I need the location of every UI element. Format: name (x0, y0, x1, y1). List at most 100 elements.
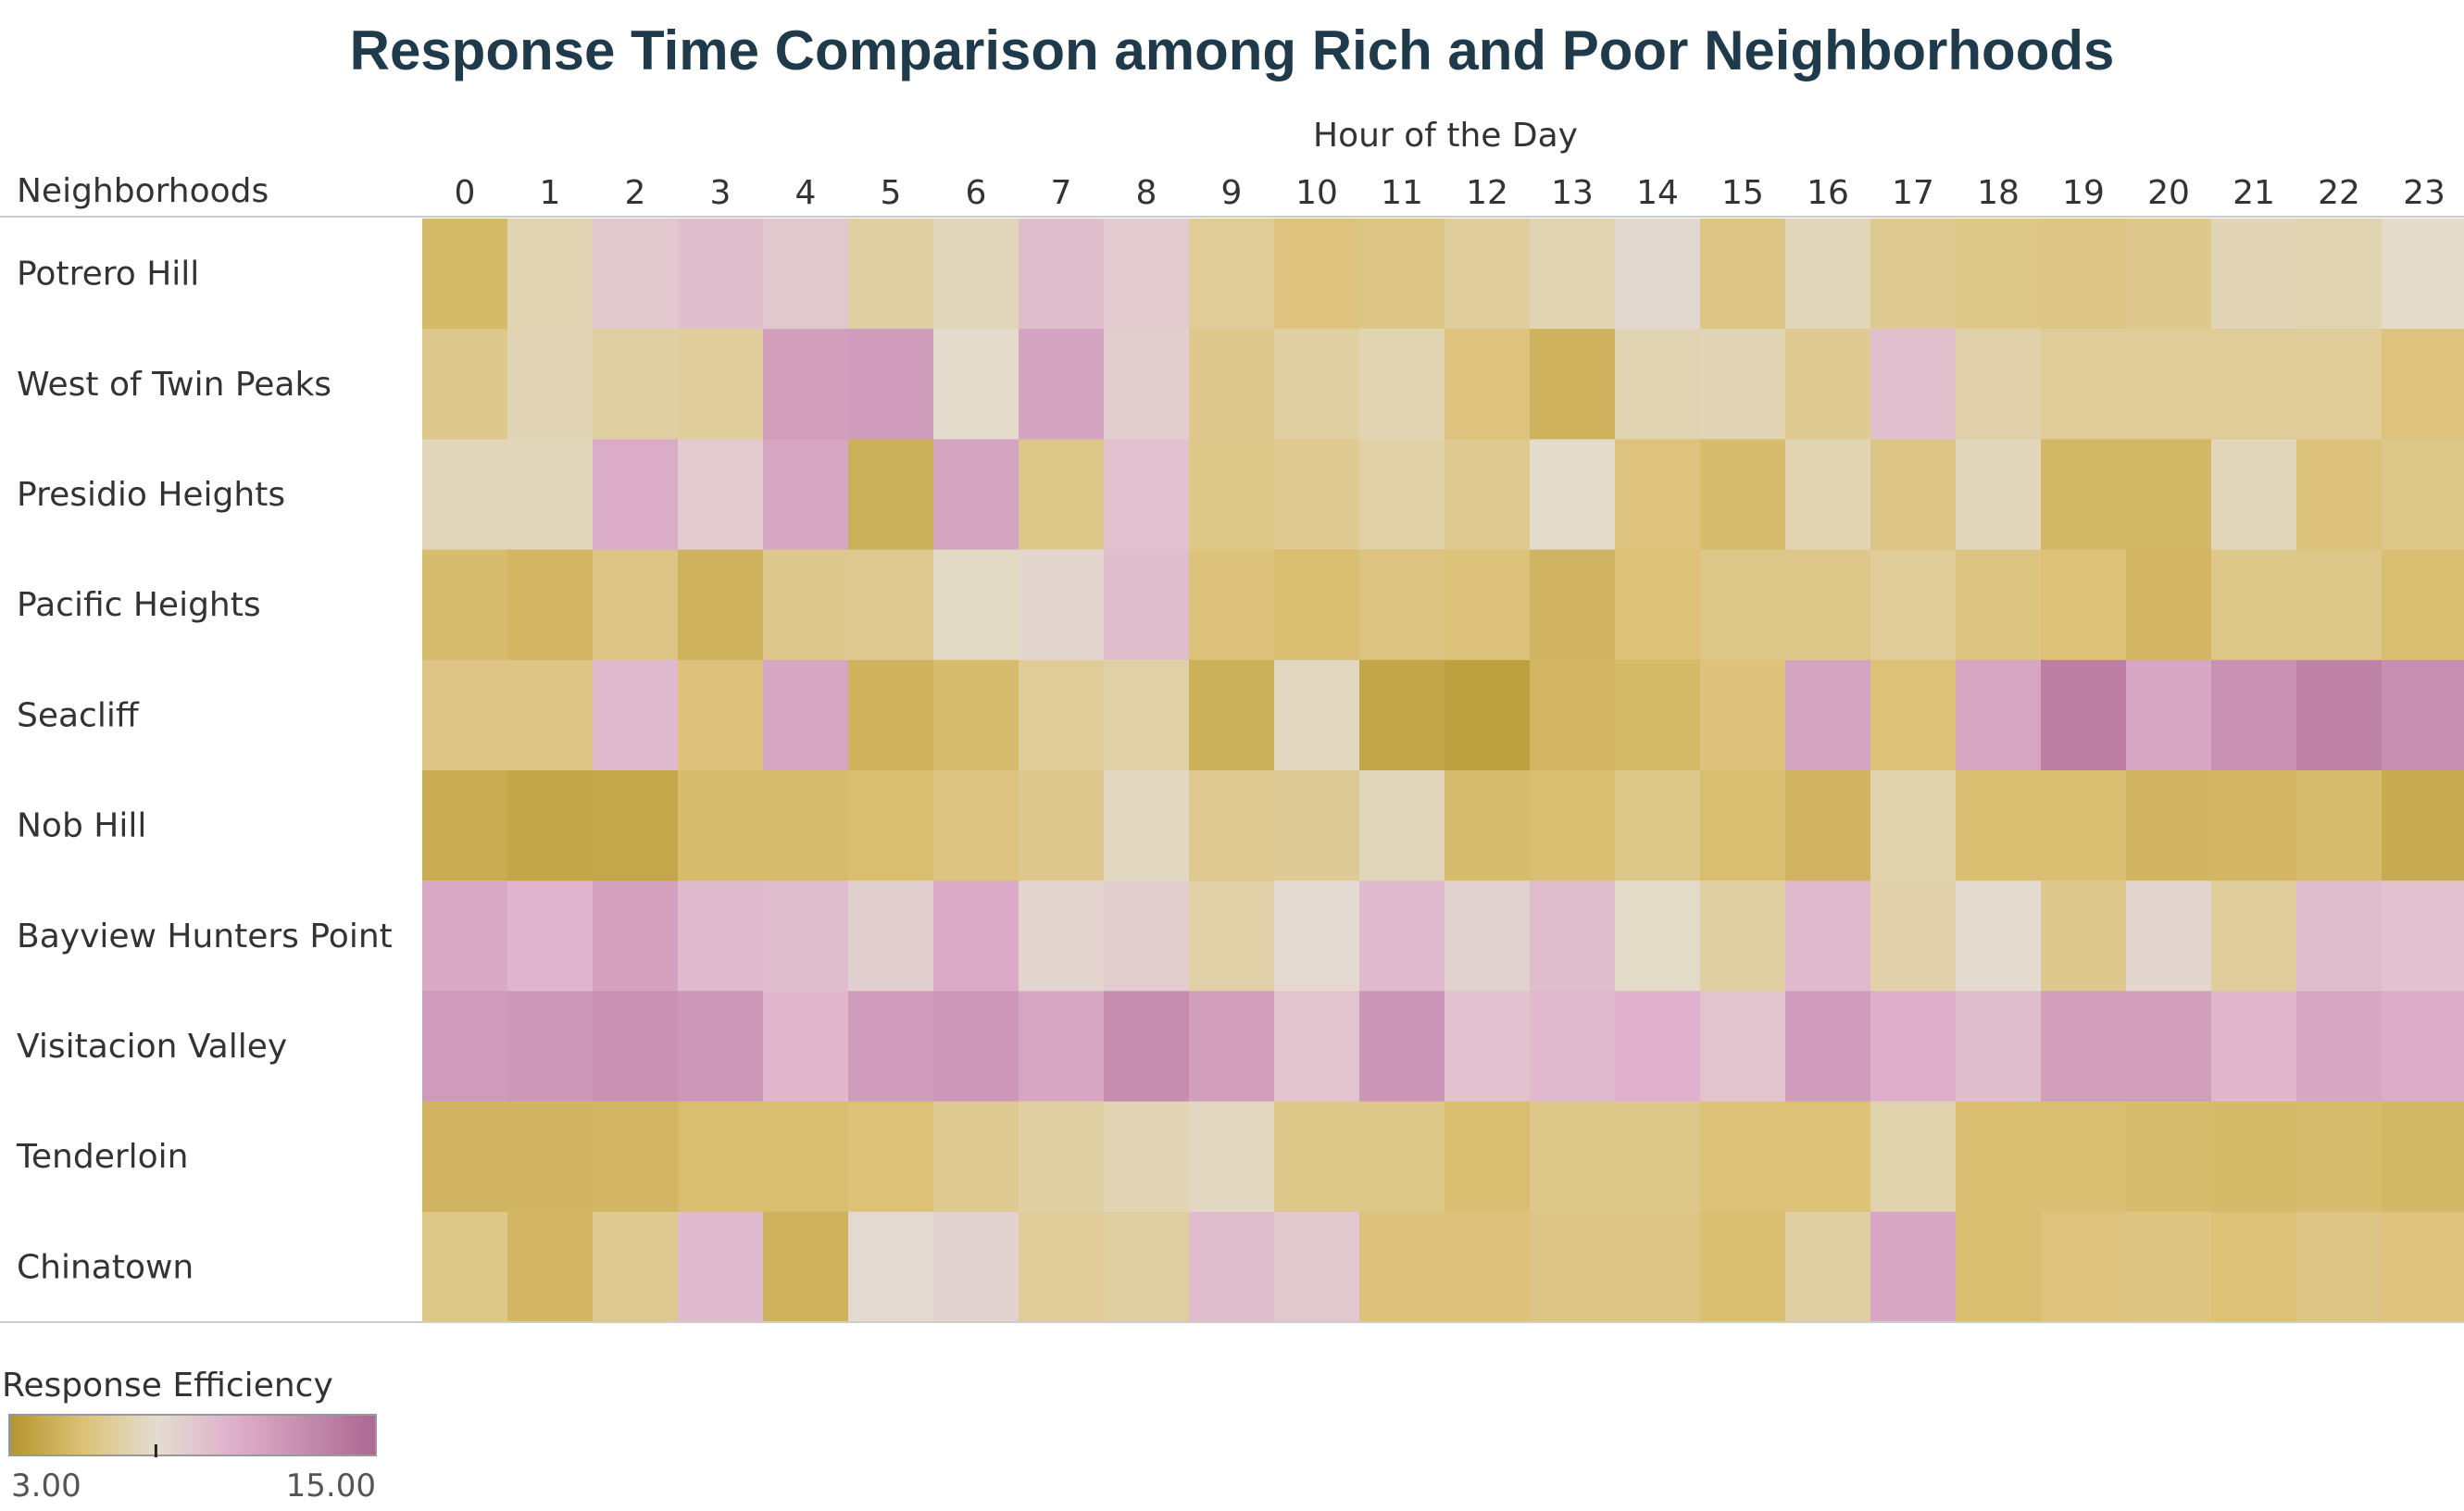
heatmap-cell (1530, 549, 1616, 661)
heatmap-cell (2296, 1101, 2383, 1213)
heatmap-cell (1359, 1211, 1445, 1323)
neighborhood-label: Presidio Heights (17, 476, 285, 514)
heatmap-cell (1019, 991, 1105, 1103)
heatmap-cell (422, 659, 508, 771)
heatmap-cell (1274, 991, 1360, 1103)
heatmap-cell (1956, 880, 2042, 992)
heatmap-cell (1274, 439, 1360, 551)
heatmap-cell (2126, 659, 2212, 771)
heatmap-cell (1530, 329, 1616, 440)
neighborhood-label: Potrero Hill (17, 256, 199, 293)
heatmap-cell (1445, 1101, 1531, 1213)
heatmap-cell (1785, 880, 1871, 992)
heatmap-cell (2296, 880, 2383, 992)
heatmap-cell (1445, 991, 1531, 1103)
heatmap-cell (2211, 549, 2297, 661)
heatmap-cell (848, 439, 934, 551)
heatmap-cell (2296, 549, 2383, 661)
heatmap-cell (1445, 1211, 1531, 1323)
heatmap-cell (1615, 329, 1701, 440)
heatmap-cell (593, 439, 679, 551)
hour-tick-label: 0 (455, 174, 476, 212)
heatmap-cell (763, 659, 849, 771)
heatmap-cell (763, 880, 849, 992)
heatmap-cell (1530, 991, 1616, 1103)
heatmap-cell (2041, 219, 2127, 330)
heatmap-cell (2382, 880, 2464, 992)
hour-tick-label: 17 (1892, 174, 1934, 212)
heatmap-cell (2211, 1211, 2297, 1323)
heatmap-cell (422, 329, 508, 440)
heatmap-cell (1870, 549, 1957, 661)
heatmap-cell (2211, 880, 2297, 992)
heatmap-cell (507, 880, 594, 992)
heatmap-cell (678, 770, 764, 881)
heatmap-cell (1615, 880, 1701, 992)
heatmap-cell (1785, 549, 1871, 661)
heatmap-cell (1359, 991, 1445, 1103)
heatmap-cell (1274, 219, 1360, 330)
heatmap-cell (1956, 549, 2042, 661)
heatmap-cell (1445, 880, 1531, 992)
heatmap-cell (2041, 659, 2127, 771)
heatmap-cell (593, 549, 679, 661)
heatmap-cell (848, 880, 934, 992)
hour-tick-label: 22 (2318, 174, 2360, 212)
heatmap-cell (2296, 991, 2383, 1103)
heatmap-cell (507, 439, 594, 551)
heatmap-cell (2126, 1211, 2212, 1323)
heatmap-cell (422, 1101, 508, 1213)
heatmap-cell (1615, 770, 1701, 881)
hour-tick-label: 7 (1051, 174, 1072, 212)
heatmap-cell (422, 219, 508, 330)
heatmap-cell (1870, 991, 1957, 1103)
heatmap-cell (1956, 329, 2042, 440)
heatmap-cell (1359, 770, 1445, 881)
heatmap-cell (1870, 770, 1957, 881)
neighborhood-label: West of Twin Peaks (17, 366, 331, 404)
heatmap-cell (593, 770, 679, 881)
heatmap-cell (1785, 1101, 1871, 1213)
heatmap-cell (1956, 991, 2042, 1103)
heatmap-cell (1530, 219, 1616, 330)
heatmap-cell (1870, 439, 1957, 551)
heatmap-cell (1785, 659, 1871, 771)
heatmap-cell (1700, 1211, 1786, 1323)
heatmap-cell (1956, 659, 2042, 771)
heatmap-cell (2126, 991, 2212, 1103)
heatmap-cell (507, 549, 594, 661)
heatmap-cell (1274, 549, 1360, 661)
hour-tick-label: 1 (540, 174, 561, 212)
heatmap-cell (933, 1101, 1019, 1213)
heatmap-cell (678, 439, 764, 551)
legend-gradient-bar (8, 1414, 377, 1456)
heatmap-cell (1274, 880, 1360, 992)
heatmap-cell (1359, 1101, 1445, 1213)
heatmap-cell (1104, 329, 1190, 440)
heatmap-cell (2041, 1101, 2127, 1213)
heatmap-cell (1019, 219, 1105, 330)
heatmap-cell (1359, 880, 1445, 992)
heatmap-cell (593, 219, 679, 330)
heatmap-cell (1530, 1101, 1616, 1213)
heatmap-cell (678, 329, 764, 440)
heatmap-cell (2296, 1211, 2383, 1323)
heatmap-cell (422, 1211, 508, 1323)
heatmap-cell (1189, 439, 1275, 551)
heatmap-cell (1019, 329, 1105, 440)
heatmap-cell (1189, 549, 1275, 661)
heatmap-cell (422, 991, 508, 1103)
heatmap-cell (1445, 770, 1531, 881)
hour-tick-label: 13 (1551, 174, 1594, 212)
heatmap-cell (2041, 880, 2127, 992)
heatmap-cell (678, 549, 764, 661)
heatmap-cell (2126, 880, 2212, 992)
heatmap-cell (1870, 219, 1957, 330)
heatmap-cell (2382, 329, 2464, 440)
heatmap-cell (1189, 880, 1275, 992)
hour-tick-label: 4 (795, 174, 817, 212)
heatmap-cell (1956, 1101, 2042, 1213)
heatmap-cell (2126, 770, 2212, 881)
heatmap-cell (1274, 329, 1360, 440)
